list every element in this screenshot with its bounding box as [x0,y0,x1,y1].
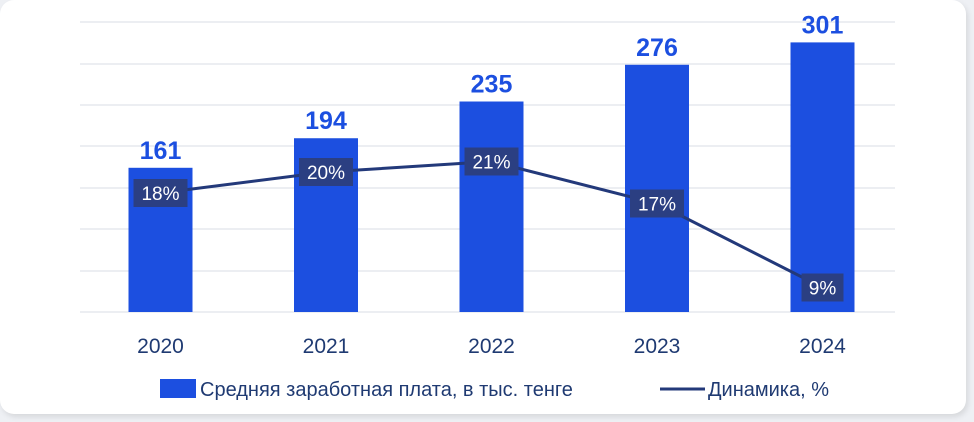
bar-2023 [625,64,689,312]
dynamics-point-2024 [801,273,844,302]
bar-2024 [790,42,855,312]
x-tick-label: 2020 [137,335,184,358]
dynamics-point-2021 [299,158,353,186]
x-tick-label: 2023 [634,335,681,358]
dynamics-point-2023 [630,189,684,218]
bar-value-label: 161 [140,137,182,165]
dynamics-value-label: 18% [141,184,179,205]
x-tick-label: 2022 [468,335,515,358]
bar-value-label: 276 [636,34,678,62]
dynamics-value-label: 20% [307,163,345,184]
legend-swatch-bar [160,379,196,398]
bar-value-label: 301 [802,11,844,39]
bar-value-label: 235 [471,71,513,99]
x-tick-label: 2024 [799,335,846,358]
dynamics-value-label: 9% [809,279,837,300]
dynamics-value-label: 21% [472,153,510,174]
x-tick-label: 2021 [303,335,350,358]
dynamics-value-label: 17% [638,195,676,216]
dynamics-point-2022 [464,147,519,176]
bar-2022 [459,101,524,312]
legend-label-dynamics: Динамика, % [708,379,829,401]
dynamics-point-2020 [133,179,188,207]
bar-value-label: 194 [305,107,347,135]
legend-label-salary: Средняя заработная плата, в тыс. тенге [200,379,573,401]
